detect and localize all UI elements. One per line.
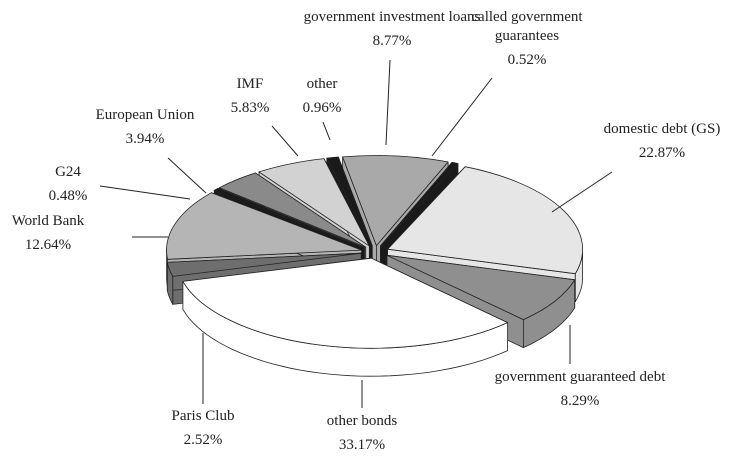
slice (386, 254, 576, 320)
slice (380, 161, 459, 247)
slice (166, 252, 362, 277)
slice-label: called government guarantees 0.52% (457, 8, 597, 70)
slice-label: World Bank 12.64% (12, 212, 85, 255)
value-label: 8.77% (372, 33, 412, 49)
slice (387, 166, 584, 275)
slice (213, 187, 365, 249)
category-name: IMF (236, 76, 264, 92)
category-name: G24 (55, 164, 81, 180)
slice (342, 155, 449, 246)
slice (258, 158, 370, 247)
category-name: European Union (95, 107, 195, 123)
leader-line (385, 59, 391, 146)
category-name: called government guarantees (471, 9, 583, 44)
slice (326, 156, 373, 247)
value-label: 0.52% (507, 52, 547, 68)
slice (219, 172, 367, 248)
category-name: domestic debt (GS) (603, 121, 721, 137)
leader-line (271, 125, 299, 157)
leader-line (551, 171, 613, 213)
value-label: 8.29% (560, 393, 600, 409)
category-name: government investment loans (303, 9, 481, 25)
category-name: other (306, 76, 338, 92)
value-label: 0.48% (48, 188, 88, 204)
leader-line (99, 185, 191, 200)
category-name: Paris Club (171, 408, 235, 424)
slice-label: other 0.96% (303, 75, 342, 118)
slice-label: domestic debt (GS) 22.87% (604, 120, 721, 163)
slice-label: government guaranteed debt 8.29% (495, 368, 666, 411)
slice-label: government investment loans 8.77% (304, 8, 481, 51)
slice (166, 192, 362, 260)
value-label: 3.94% (125, 131, 165, 147)
slice-label: IMF 5.83% (231, 75, 270, 118)
value-label: 2.52% (183, 432, 223, 448)
value-label: 0.96% (302, 100, 342, 116)
slice (182, 257, 508, 349)
slice-label: European Union 3.94% (96, 106, 195, 149)
slice-label: Paris Club 2.52% (172, 407, 235, 450)
slice-label: G24 0.48% (49, 163, 88, 206)
leader-line (322, 121, 331, 141)
value-label: 22.87% (638, 145, 686, 161)
category-name: other bonds (326, 413, 398, 429)
category-name: World Bank (11, 213, 85, 229)
leader-line (167, 157, 207, 194)
value-label: 12.64% (24, 237, 72, 253)
leader-line (431, 77, 493, 157)
slice-label: other bonds 33.17% (327, 412, 397, 455)
value-label: 33.17% (338, 437, 386, 453)
category-name: government guaranteed debt (494, 369, 666, 385)
value-label: 5.83% (230, 100, 270, 116)
